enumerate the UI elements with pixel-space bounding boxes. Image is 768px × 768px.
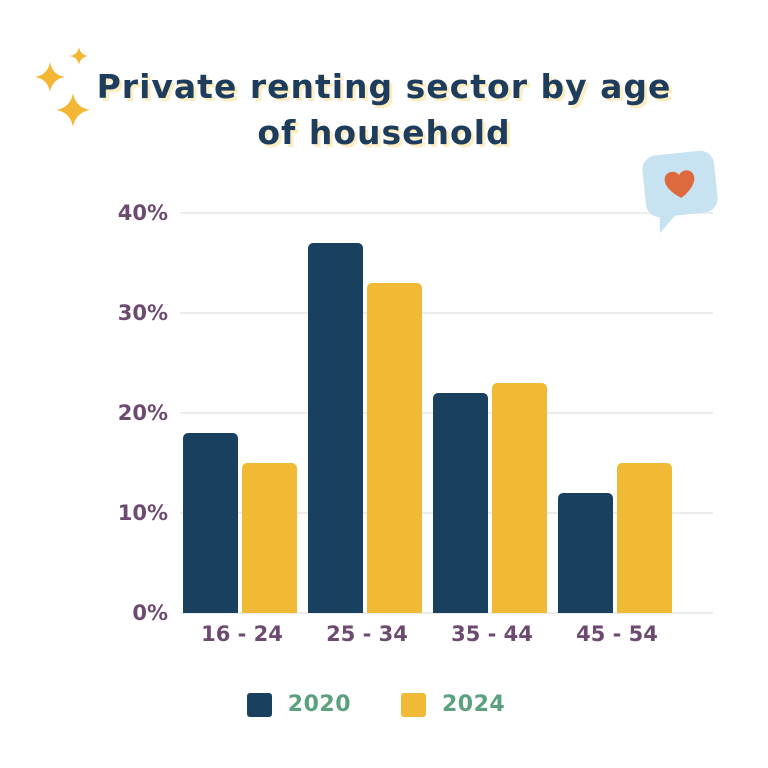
y-tick-label: 0%: [132, 601, 168, 625]
sparkle-icon: [56, 93, 91, 128]
y-tick-label: 20%: [117, 401, 168, 425]
bar-2020-35-44: [433, 393, 488, 613]
bar-2020-16-24: [183, 433, 238, 613]
heart-icon: [664, 169, 695, 198]
x-tick-label: 16 - 24: [201, 622, 283, 646]
bar-2024-16-24: [242, 463, 297, 613]
y-axis: 0% 10% 20% 30% 40%: [90, 201, 168, 625]
bar-group-25-34: [308, 213, 426, 613]
legend-label-2020: 2020: [287, 692, 351, 717]
legend-label-2024: 2024: [442, 692, 506, 717]
chart-title: Private renting sector by age of househo…: [0, 64, 768, 156]
gridline: [180, 312, 713, 314]
gridline: [180, 212, 713, 214]
y-tick-label: 40%: [117, 201, 168, 225]
bar-2024-35-44: [492, 383, 547, 613]
sparkle-icon: [35, 62, 65, 92]
plot-area: [180, 212, 713, 614]
x-tick-label: 45 - 54: [576, 622, 658, 646]
sparkle-icon: [70, 47, 88, 65]
bar-2024-45-54: [617, 463, 672, 613]
bar-group-45-54: [558, 213, 676, 613]
x-tick-label: 25 - 34: [326, 622, 408, 646]
sparkles-decoration: [35, 47, 91, 128]
x-axis: 16 - 24 25 - 34 35 - 44 45 - 54: [180, 622, 713, 652]
chart-title-line1: Private renting sector by age: [96, 67, 672, 106]
gridline: [180, 612, 713, 614]
legend: 2020 2024: [0, 692, 760, 717]
legend-swatch-2020: [246, 692, 272, 717]
legend-swatch-2024: [401, 692, 426, 717]
bar-2020-45-54: [558, 493, 613, 613]
x-tick-label: 35 - 44: [451, 622, 533, 646]
bar-2024-25-34: [367, 283, 422, 613]
bar-group-16-24: [183, 213, 301, 613]
y-tick-label: 10%: [117, 501, 168, 525]
chart-title-line2: of household: [257, 113, 511, 152]
y-tick-label: 30%: [117, 301, 168, 325]
legend-item-2024: 2024: [401, 692, 505, 717]
legend-item-2020: 2020: [246, 692, 351, 717]
speech-bubble-sticker: [640, 149, 720, 219]
bar-2020-25-34: [308, 243, 363, 613]
bar-group-35-44: [433, 213, 551, 613]
